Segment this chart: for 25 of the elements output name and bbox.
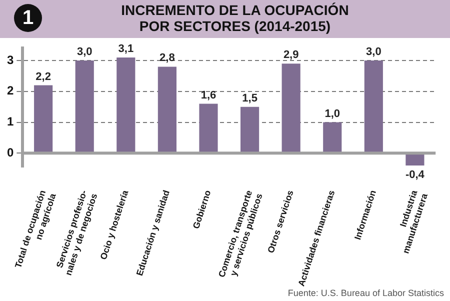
data-label: 3,0 [366, 46, 382, 58]
bar [364, 60, 383, 153]
bar [116, 57, 136, 153]
bar [34, 85, 53, 153]
data-label: 1,0 [324, 108, 340, 120]
data-label: 3,0 [76, 46, 92, 58]
bar [240, 106, 260, 153]
data-label: 1,5 [242, 92, 258, 104]
bar [282, 64, 300, 153]
source-note: Fuente: U.S. Bureau of Labor Statistics [288, 288, 444, 298]
data-label: 3,1 [118, 42, 134, 55]
y-tick-label: 2 [6, 84, 14, 98]
data-label: 2,2 [36, 70, 51, 83]
bar [406, 154, 424, 166]
data-label: 1,6 [200, 89, 216, 102]
y-tick-label: 0 [6, 145, 14, 160]
bar [323, 122, 342, 153]
data-label: -0,4 [405, 168, 426, 181]
bar [199, 104, 218, 153]
y-tick-label: 3 [6, 52, 14, 67]
data-label: 2,9 [283, 49, 299, 62]
chart-title: INCREMENTO DE LA OCUPACIÓN POR SECTORES (2014-2015) [120, 2, 350, 34]
y-tick-label: 1 [6, 114, 14, 129]
bar [158, 66, 176, 153]
bar [75, 60, 94, 153]
